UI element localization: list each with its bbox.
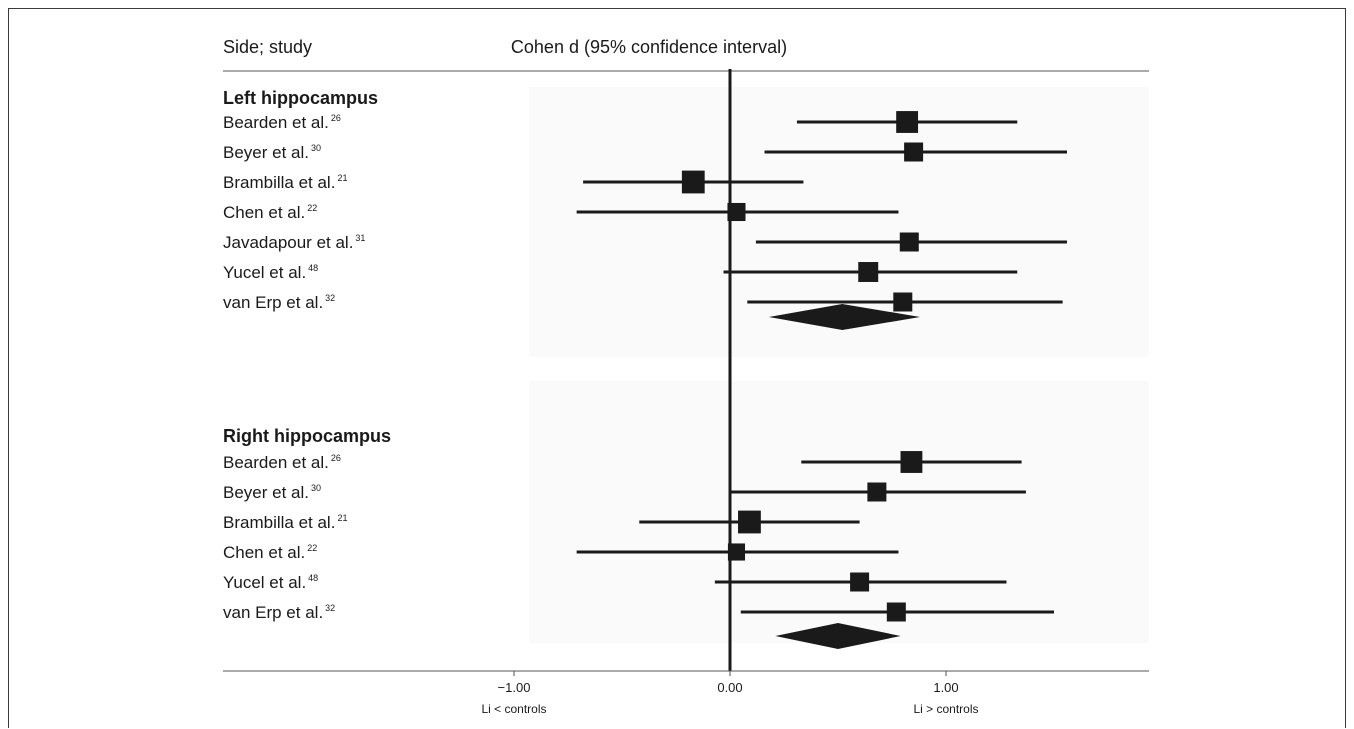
effect-size-square (681, 170, 705, 194)
study-reference: 21 (337, 173, 347, 183)
study-label: Beyer et al. (223, 483, 309, 502)
section-title: Right hippocampus (223, 426, 391, 446)
study-reference: 26 (331, 113, 341, 123)
plot-marks (576, 111, 1067, 649)
study-reference: 32 (325, 603, 335, 613)
right-panel-bg (529, 381, 1149, 643)
pooled-diamond (768, 304, 921, 330)
study-label: Brambilla et al. (223, 513, 335, 532)
study-reference: 30 (311, 143, 321, 153)
section-title: Left hippocampus (223, 88, 378, 108)
effect-size-square (899, 232, 919, 252)
study-reference: 30 (311, 483, 321, 493)
effect-size-square (904, 142, 924, 162)
study-reference: 48 (308, 263, 318, 273)
study-reference: 21 (337, 513, 347, 523)
pooled-diamond (775, 623, 901, 649)
effect-size-square (867, 482, 887, 502)
study-label: van Erp et al. (223, 293, 323, 312)
study-reference: 22 (307, 203, 317, 213)
study-label: Bearden et al. (223, 453, 329, 472)
study-label: Javadapour et al. (223, 233, 353, 252)
x-direction-positive: Li > controls (913, 702, 978, 716)
study-label: Chen et al. (223, 203, 305, 222)
effect-size-square (896, 111, 919, 133)
study-reference: 32 (325, 293, 335, 303)
effect-size-square (893, 292, 913, 312)
effect-size-square (886, 602, 906, 622)
x-axis: −1.00 0.00 1.00 Li < controls Li > controls (481, 671, 979, 716)
forest-plot: Side; study Cohen d (95% confidence inte… (223, 37, 1149, 716)
study-reference: 48 (308, 573, 318, 583)
study-reference: 31 (355, 233, 365, 243)
effect-size-square (900, 451, 923, 473)
study-label: Brambilla et al. (223, 173, 335, 192)
x-tick-label: −1.00 (498, 680, 531, 695)
study-label: Yucel et al. (223, 573, 306, 592)
study-label: Beyer et al. (223, 143, 309, 162)
figure-frame: Side; study Cohen d (95% confidence inte… (8, 8, 1346, 728)
x-tick-label: 0.00 (717, 680, 742, 695)
effect-size-square (738, 510, 761, 534)
header-side-study: Side; study (223, 37, 312, 57)
x-direction-negative: Li < controls (481, 702, 546, 716)
effect-size-square (727, 202, 746, 222)
effect-size-square (727, 543, 746, 561)
effect-size-square (858, 262, 879, 282)
study-label: Bearden et al. (223, 113, 329, 132)
study-label: Chen et al. (223, 543, 305, 562)
x-tick-label: 1.00 (933, 680, 958, 695)
study-label: van Erp et al. (223, 603, 323, 622)
study-reference: 22 (307, 543, 317, 553)
study-reference: 26 (331, 453, 341, 463)
study-label: Yucel et al. (223, 263, 306, 282)
header-cohen-d: Cohen d (95% confidence interval) (511, 37, 787, 57)
effect-size-square (850, 572, 870, 592)
